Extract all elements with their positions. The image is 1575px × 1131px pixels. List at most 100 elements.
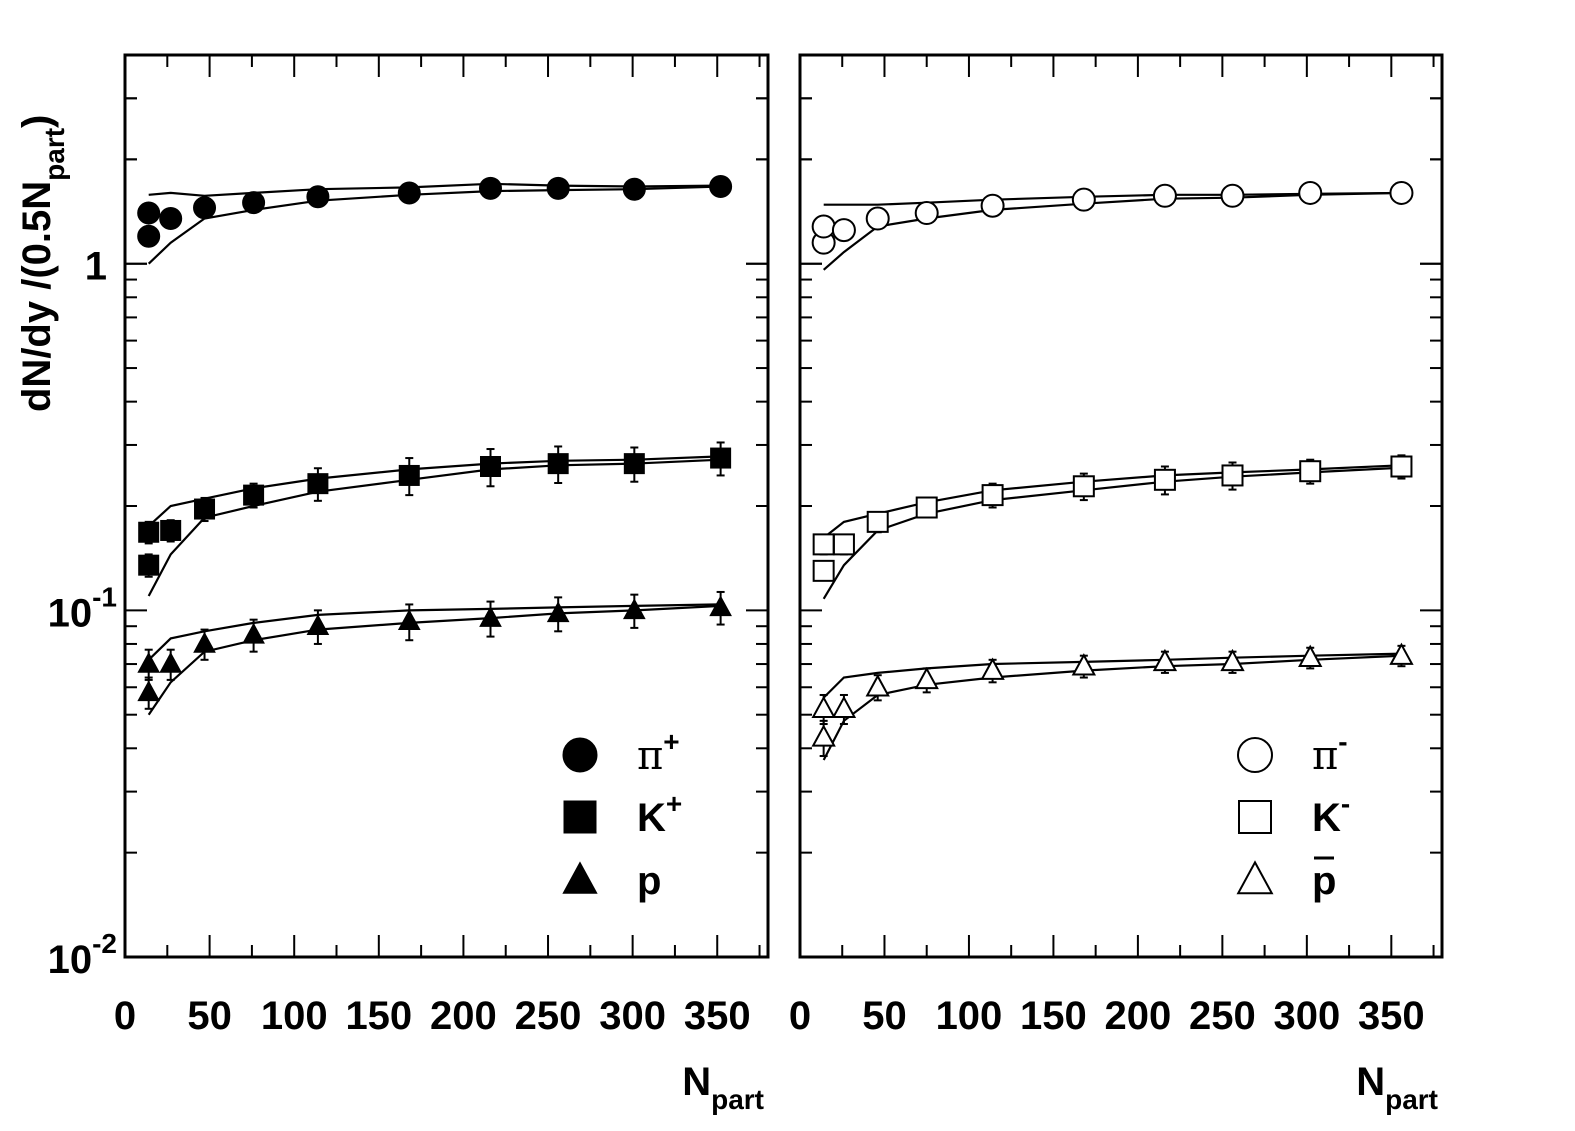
x-tick-label: 150 <box>345 994 412 1038</box>
plot-frame <box>123 53 770 959</box>
legend-label: π+ <box>637 726 680 779</box>
data-point <box>914 666 939 690</box>
series-triangle <box>137 590 732 716</box>
data-point <box>1220 183 1245 208</box>
data-point <box>546 601 570 623</box>
series-circle <box>137 174 733 265</box>
x-tick-label: 50 <box>187 994 232 1038</box>
series-square <box>812 454 1413 600</box>
y-axis-title: dN/dy /(0.5Npart) <box>15 115 70 412</box>
series-triangle <box>811 642 1414 761</box>
fit-curve-upper <box>147 455 721 527</box>
data-point <box>1298 180 1323 205</box>
legend-name: p <box>637 859 661 903</box>
data-point <box>138 554 160 576</box>
legend-label: K- <box>1312 788 1350 840</box>
fit-curve-lower <box>147 604 721 716</box>
data-point <box>193 631 216 653</box>
fit-curve-lower <box>147 185 721 265</box>
legend-name: π <box>1312 733 1338 779</box>
x-tick-label: 200 <box>430 994 497 1038</box>
data-point <box>1153 468 1176 491</box>
data-point <box>397 609 421 631</box>
legend-marker-triangle <box>562 861 598 894</box>
y-tick-base: 10 <box>48 591 93 635</box>
fit-curve-lower <box>147 458 721 597</box>
x-tick-label: 200 <box>1105 994 1172 1038</box>
data-point <box>1152 183 1177 208</box>
data-point <box>1389 180 1414 205</box>
legend-marker-circle <box>562 737 598 773</box>
data-point <box>981 484 1004 507</box>
data-point <box>159 652 183 673</box>
x-tick-label: 300 <box>599 994 666 1038</box>
x-tick-label: 350 <box>684 994 751 1038</box>
x-tick-label: 250 <box>515 994 582 1038</box>
data-point <box>193 196 217 220</box>
y-axis-title-main: dN/dy /(0.5N <box>15 181 59 412</box>
data-point <box>980 193 1005 218</box>
legend-sup: - <box>1341 788 1350 819</box>
data-point <box>865 674 890 697</box>
data-point <box>831 695 857 719</box>
data-point <box>137 680 161 702</box>
data-point <box>242 191 266 215</box>
y-axis-title-text: dN/dy /(0.5Npart) <box>15 115 70 412</box>
data-point <box>306 185 330 209</box>
x-tick-label: 250 <box>1189 994 1256 1038</box>
data-point <box>479 606 502 627</box>
x-tick-label: 0 <box>789 994 811 1038</box>
plot-frame <box>798 53 1444 959</box>
data-point <box>812 533 835 556</box>
fit-curve-upper <box>823 191 1402 206</box>
fit-curve-upper <box>822 652 1402 699</box>
data-point <box>812 559 835 582</box>
fit-curve-lower <box>822 654 1402 761</box>
data-point <box>546 176 570 200</box>
y-tick-base: 10 <box>48 938 93 982</box>
x-axis-title: Npart <box>682 1060 764 1115</box>
data-point <box>1152 648 1178 672</box>
data-point <box>1299 460 1322 483</box>
data-point <box>1220 648 1245 672</box>
data-point <box>159 207 183 231</box>
data-point <box>866 510 889 533</box>
data-point <box>980 657 1005 680</box>
legend-label: p <box>1312 859 1336 903</box>
y-axis-title-end: ) <box>15 115 59 128</box>
x-axis-title-sub: part <box>711 1084 764 1115</box>
y-axis-title-sub: part <box>39 128 70 181</box>
fit-curve-lower <box>822 466 1402 600</box>
data-point <box>242 622 265 644</box>
data-point <box>914 201 939 226</box>
data-point <box>710 447 732 469</box>
legend-marker-circle <box>1237 737 1273 773</box>
data-point <box>1390 455 1413 478</box>
series-circle <box>811 180 1414 271</box>
data-point <box>832 533 855 556</box>
data-point <box>831 218 856 243</box>
y-tick-exp: -1 <box>92 581 117 612</box>
legend-sup: + <box>663 726 679 757</box>
data-point <box>1071 187 1096 212</box>
data-point <box>478 176 502 200</box>
legend-name: π <box>637 733 663 779</box>
data-point <box>811 724 836 747</box>
fit-curve-lower <box>822 191 1402 271</box>
x-tick-label: 150 <box>1020 994 1087 1038</box>
legend-sup: - <box>1338 726 1347 757</box>
legend-name: K <box>637 796 666 840</box>
data-point <box>137 201 161 225</box>
legend-label: K+ <box>637 788 682 840</box>
data-point <box>306 614 330 635</box>
x-axis-title-main: N <box>682 1060 711 1104</box>
data-point <box>138 521 160 543</box>
data-point <box>811 214 836 239</box>
x-axis-title-main: N <box>1356 1060 1385 1104</box>
data-point <box>709 174 733 198</box>
data-point <box>307 473 329 495</box>
legend-marker-triangle <box>1236 860 1274 895</box>
data-point <box>398 464 420 486</box>
